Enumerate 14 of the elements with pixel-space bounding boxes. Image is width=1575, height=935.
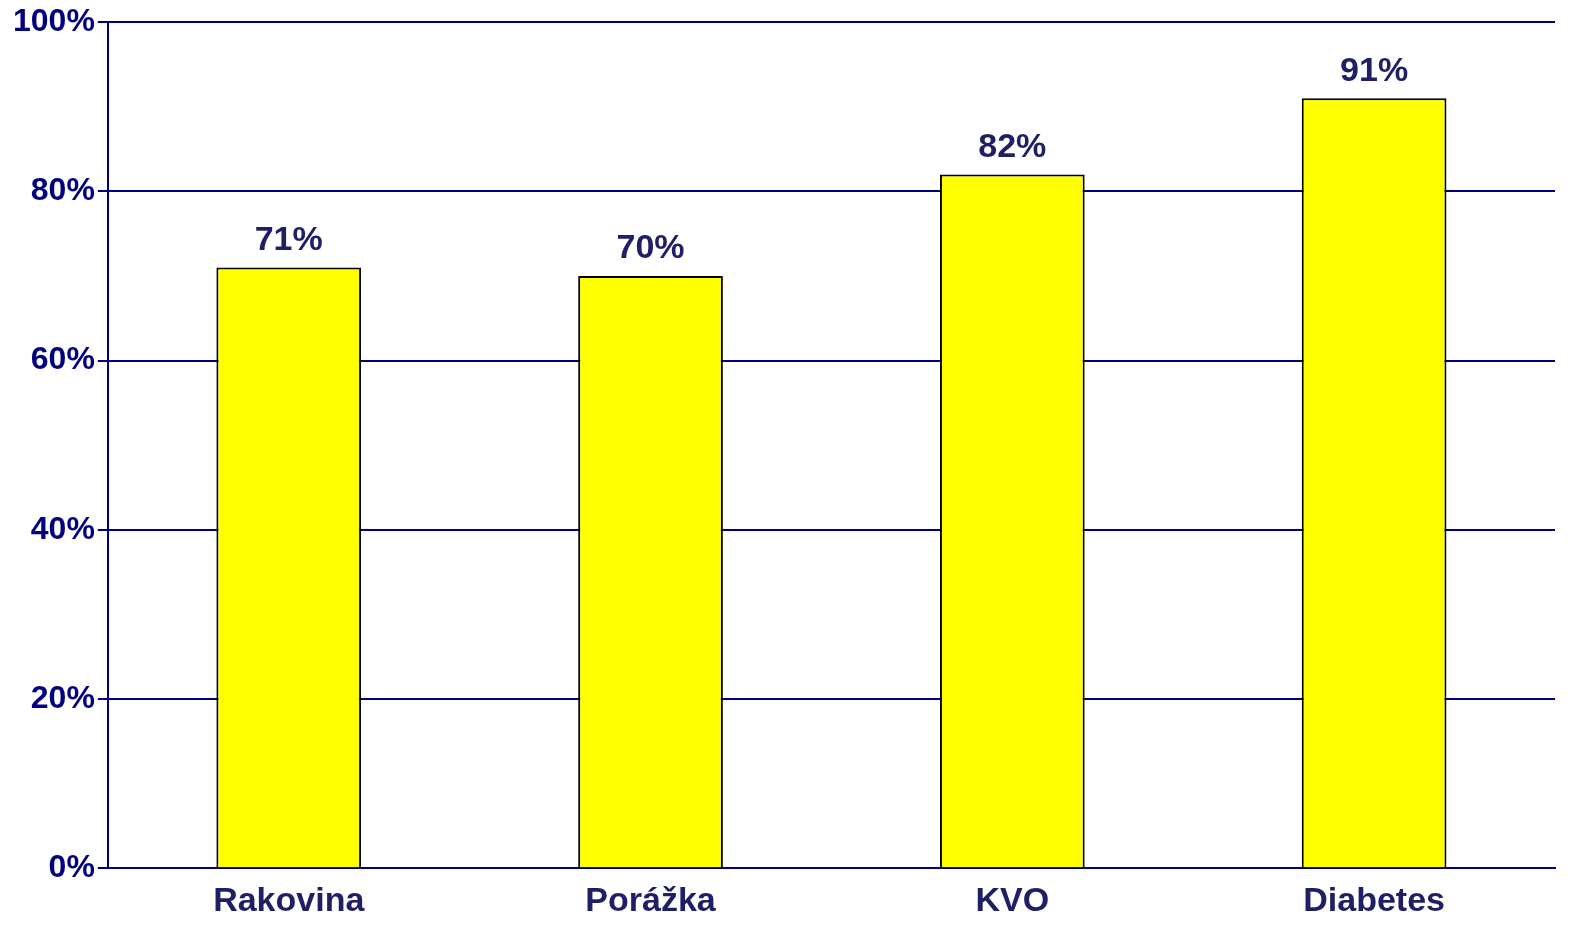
data-label: 71% xyxy=(254,218,323,257)
x-tick-label: Diabetes xyxy=(1303,879,1445,918)
y-tick-label: 40% xyxy=(30,509,95,546)
y-tick-label: 60% xyxy=(30,340,95,377)
x-tick-label: Rakovina xyxy=(213,879,366,918)
data-label: 70% xyxy=(616,227,685,266)
data-label: 91% xyxy=(1340,49,1409,88)
y-tick-label: 0% xyxy=(48,848,95,885)
x-tick-label: KVO xyxy=(975,879,1050,918)
x-tick-label: Porážka xyxy=(585,879,717,918)
y-tick-label: 100% xyxy=(13,2,95,39)
y-tick-label: 20% xyxy=(30,678,95,715)
data-label: 82% xyxy=(978,125,1047,164)
y-tick-label: 80% xyxy=(30,171,95,208)
